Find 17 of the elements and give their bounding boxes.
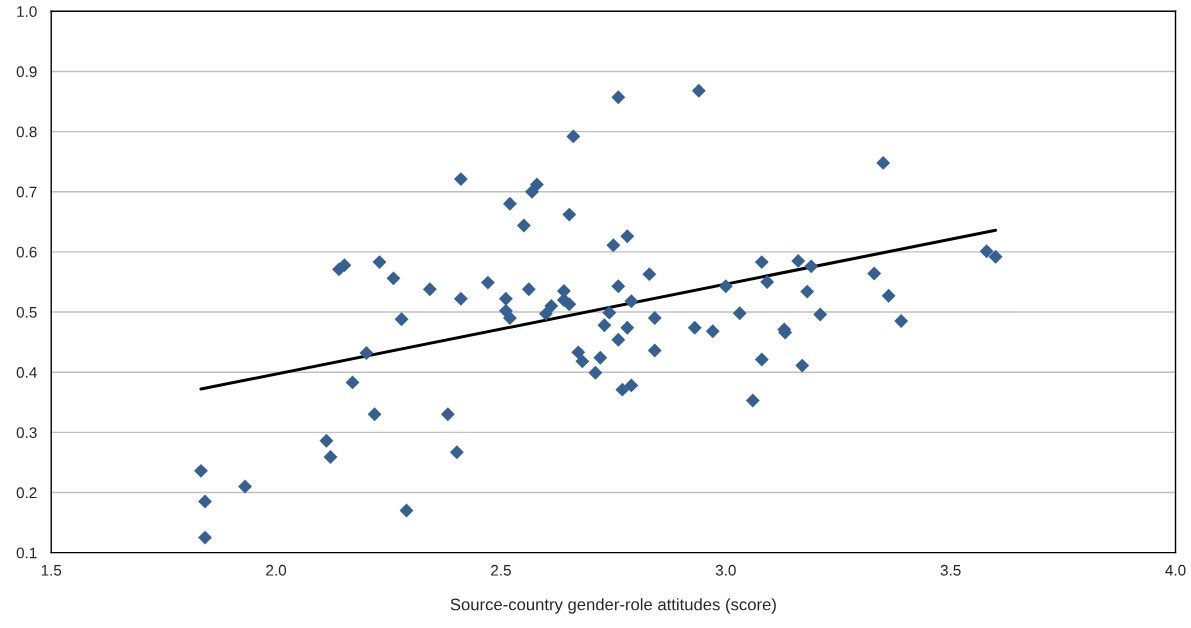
y-tick-label: 0.4: [16, 367, 37, 378]
x-axis-title: Source-country gender-role attitudes (score): [450, 598, 776, 614]
y-tick-label: 0.2: [16, 487, 37, 499]
y-tick-label: 0.1: [16, 547, 37, 559]
y-tick-label: 0.5: [16, 306, 37, 318]
y-tick-label: 0.7: [16, 186, 37, 198]
y-tick-label: 0.8: [16, 126, 37, 138]
y-tick-label: 0.6: [16, 246, 37, 258]
y-tick-label: 0.3: [16, 427, 37, 439]
x-tick-label: 3.5: [940, 564, 961, 576]
y-tick-label: 1.0: [17, 6, 37, 17]
x-tick-label: 2.5: [491, 564, 511, 576]
y-tick-label: 0.9: [16, 66, 37, 78]
x-tick-label: 4.0: [1165, 564, 1186, 576]
x-tick-label: 2.0: [266, 564, 287, 576]
x-tick-label: 3.0: [715, 564, 736, 576]
x-tick-label: 1.5: [41, 565, 62, 576]
